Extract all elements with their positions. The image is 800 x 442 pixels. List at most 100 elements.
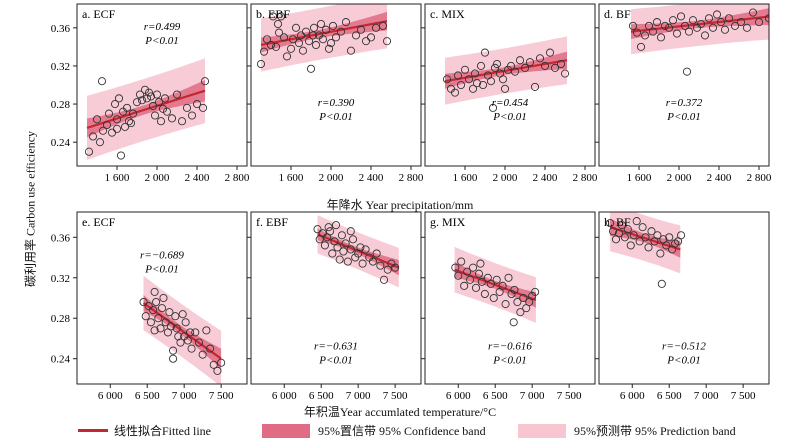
- data-point: [498, 281, 507, 290]
- x-tick-label: 2 400: [533, 172, 558, 184]
- panel-frame: [424, 211, 596, 385]
- data-point: [328, 249, 337, 258]
- data-point: [205, 344, 215, 353]
- data-point: [114, 94, 124, 103]
- data-point: [510, 67, 520, 76]
- data-point: [720, 25, 730, 34]
- data-point: [187, 111, 197, 120]
- data-point: [516, 308, 525, 317]
- data-point: [346, 245, 355, 254]
- data-point: [336, 27, 346, 36]
- data-point: [351, 253, 360, 262]
- data-point: [653, 231, 662, 240]
- stat-r: r=−0.512: [662, 341, 706, 353]
- data-point: [468, 84, 478, 93]
- x-tick-label: 7 500: [209, 390, 234, 402]
- data-point: [361, 37, 371, 46]
- data-point: [764, 14, 769, 23]
- data-point: [92, 115, 102, 124]
- data-point: [128, 109, 138, 118]
- data-point: [298, 46, 308, 55]
- data-point: [450, 88, 460, 97]
- data-point: [560, 69, 570, 78]
- data-point: [535, 54, 545, 63]
- data-point: [628, 21, 638, 30]
- x-tick-label: 6 500: [309, 390, 334, 402]
- data-point: [271, 42, 281, 51]
- stat-p: P<0.01: [492, 111, 526, 123]
- data-point: [754, 18, 764, 27]
- data-point: [644, 243, 653, 252]
- data-point: [636, 42, 646, 51]
- x-tick-label: 2 800: [399, 172, 424, 184]
- data-point: [176, 338, 185, 347]
- data-point: [519, 293, 528, 303]
- data-point: [326, 227, 335, 236]
- panel-plot-area: [313, 215, 400, 288]
- data-point: [620, 233, 629, 242]
- data-point: [356, 25, 366, 34]
- data-point: [463, 267, 472, 276]
- legend-fitted-swatch: [78, 429, 108, 432]
- data-point: [202, 326, 211, 335]
- data-point: [684, 27, 694, 36]
- data-point: [328, 21, 338, 30]
- panel-frame: [598, 3, 770, 167]
- data-point: [341, 239, 350, 248]
- data-point: [132, 98, 142, 107]
- data-point: [480, 289, 489, 299]
- panel-frame: [76, 3, 248, 167]
- stat-p: P<0.01: [144, 263, 178, 275]
- data-point: [156, 117, 166, 126]
- x-tick-label: 2 400: [707, 172, 732, 184]
- data-point: [632, 217, 641, 226]
- data-point: [337, 231, 346, 240]
- data-point: [187, 344, 196, 353]
- data-point: [150, 111, 160, 120]
- data-point: [488, 103, 498, 112]
- data-point: [668, 16, 678, 25]
- data-point: [154, 98, 164, 107]
- data-point: [122, 103, 132, 112]
- data-point: [98, 126, 108, 135]
- panel-label: f. EBF: [256, 215, 288, 229]
- data-point: [171, 312, 180, 321]
- data-point: [165, 308, 174, 317]
- data-point: [166, 322, 175, 331]
- data-point: [318, 229, 327, 238]
- x-tick-label: 1 600: [453, 172, 478, 184]
- data-point: [676, 12, 686, 21]
- data-point: [442, 75, 452, 84]
- data-point: [492, 59, 502, 69]
- panel-p2: 1 600 2 000 2 400 2 800 c. MIX r=0.454 P<0.01: [421, 3, 598, 184]
- legend-prediction: 95%预测带 95% Prediction band: [518, 422, 736, 439]
- x-tick-label: 7 500: [383, 390, 408, 402]
- data-point: [550, 63, 560, 72]
- data-point: [383, 265, 392, 274]
- data-point: [638, 223, 647, 232]
- data-point: [140, 85, 150, 94]
- data-point: [460, 65, 470, 74]
- data-point: [606, 219, 615, 228]
- data-point: [477, 277, 486, 286]
- data-point: [460, 281, 469, 290]
- data-point: [748, 8, 758, 17]
- data-point: [474, 269, 484, 278]
- data-point: [451, 263, 460, 272]
- data-point: [209, 360, 218, 369]
- data-point: [515, 56, 525, 65]
- stat-p: P<0.01: [666, 111, 700, 123]
- panel-p1: 1 600 2 000 2 400 2 800 b. EBF r=0.390 P<0.01: [247, 3, 424, 184]
- data-point: [274, 28, 284, 37]
- data-point: [112, 115, 122, 124]
- data-point: [152, 90, 162, 99]
- data-point: [97, 77, 107, 86]
- data-point: [313, 225, 322, 234]
- data-point: [150, 326, 159, 335]
- data-point: [379, 275, 389, 284]
- data-point: [354, 249, 363, 258]
- data-point: [186, 328, 195, 337]
- panel-label: g. MIX: [430, 215, 466, 229]
- data-point: [688, 16, 698, 25]
